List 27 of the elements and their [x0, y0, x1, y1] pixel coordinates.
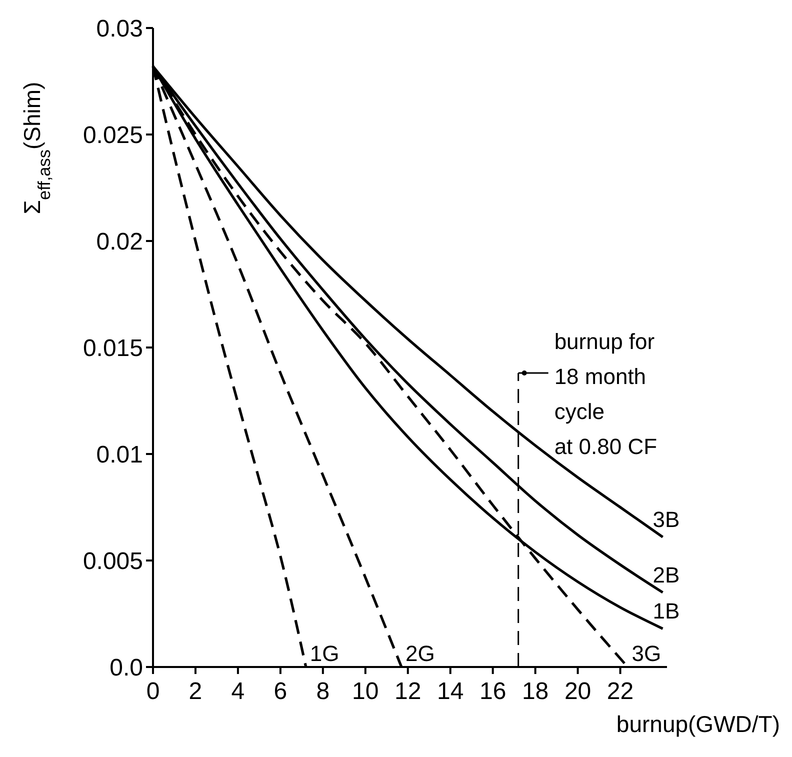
y-tick-label: 0.03 [96, 15, 143, 42]
x-tick-label: 0 [146, 678, 160, 705]
y-tick-label: 0.025 [82, 122, 143, 149]
x-tick-label: 22 [606, 678, 634, 705]
x-tick-label: 10 [352, 678, 379, 705]
y-tick-label: 0.02 [96, 228, 143, 256]
x-tick-label: 2 [188, 678, 202, 705]
series-label: 3B [652, 507, 680, 532]
x-tick-label: 18 [522, 678, 549, 705]
y-tick-label: 0.015 [82, 334, 143, 362]
y-tick-label: 0.0 [110, 654, 143, 682]
series-label: 2G [406, 641, 435, 666]
x-tick-label: 4 [231, 678, 245, 705]
x-tick-label: 16 [479, 678, 506, 705]
ref-line-label: burnup for 18 month cycle at 0.80 CF [554, 329, 658, 459]
y-tick-label: 0.005 [82, 548, 143, 575]
y-tick-label: 0.01 [96, 441, 143, 468]
x-tick-label: 8 [316, 678, 330, 705]
series-label: 1G [310, 641, 340, 666]
series-label: 2B [652, 562, 680, 588]
x-tick-label: 12 [394, 678, 422, 705]
x-tick-label: 6 [274, 678, 288, 705]
x-tick-label: 20 [564, 678, 592, 705]
x-tick-label: 14 [437, 678, 464, 705]
series-label: 1B [652, 598, 680, 624]
series-label: 3G [632, 641, 662, 666]
x-axis-title: burnup(GWD/T) [616, 711, 780, 737]
